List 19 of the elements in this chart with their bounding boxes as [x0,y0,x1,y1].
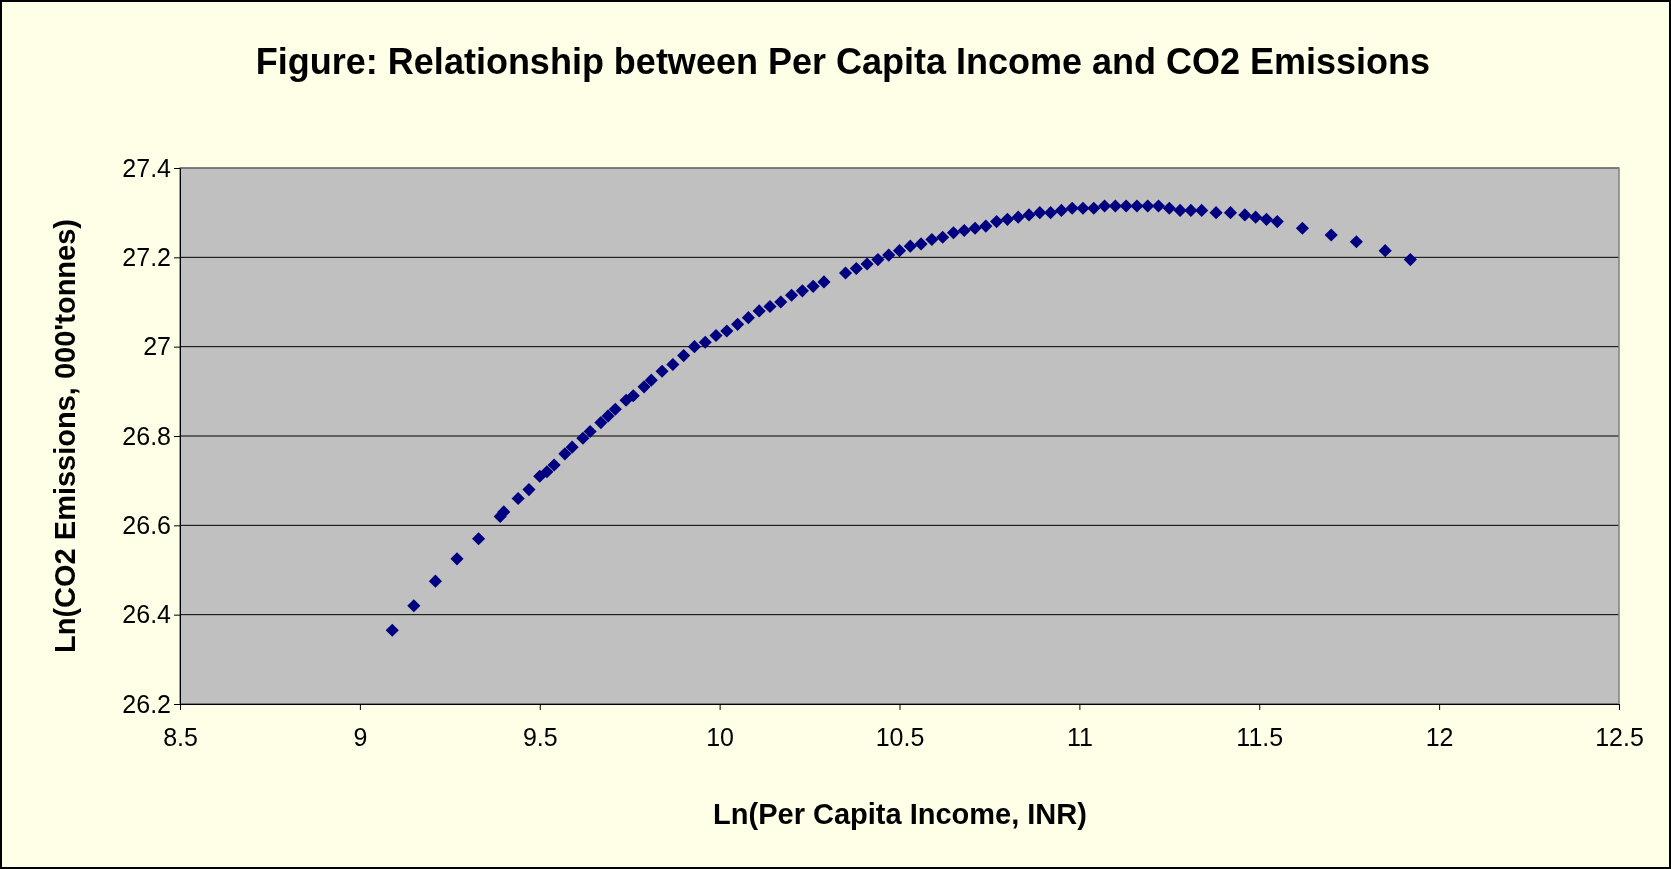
x-tick-label: 9.5 [522,722,558,751]
x-tick-label: 12.5 [1595,722,1644,751]
x-tick-label: 12 [1425,722,1454,751]
y-tick-label: 27.4 [122,153,172,182]
x-tick-label: 11 [1066,722,1093,751]
y-tick-label: 27 [143,332,171,361]
chart-title: Figure: Relationship between Per Capita Income and CO2 Emissions [255,41,1431,82]
x-tick-label: 10 [706,722,735,751]
x-tick-label: 11.5 [1236,722,1284,751]
y-axis-title: Ln(CO2 Emissions, 000'tonnes) [49,219,81,653]
x-tick-label: 8.5 [163,722,198,751]
y-tick-label: 26.4 [122,600,172,629]
x-axis-title: Ln(Per Capita Income, INR) [713,798,1087,830]
y-tick-label: 27.2 [122,242,171,271]
y-tick-label: 26.6 [122,510,171,539]
y-tick-label: 26.2 [122,689,171,718]
x-tick-label: 10.5 [875,722,925,751]
x-tick-label: 9 [353,722,368,751]
y-tick-label: 26.8 [122,421,171,450]
